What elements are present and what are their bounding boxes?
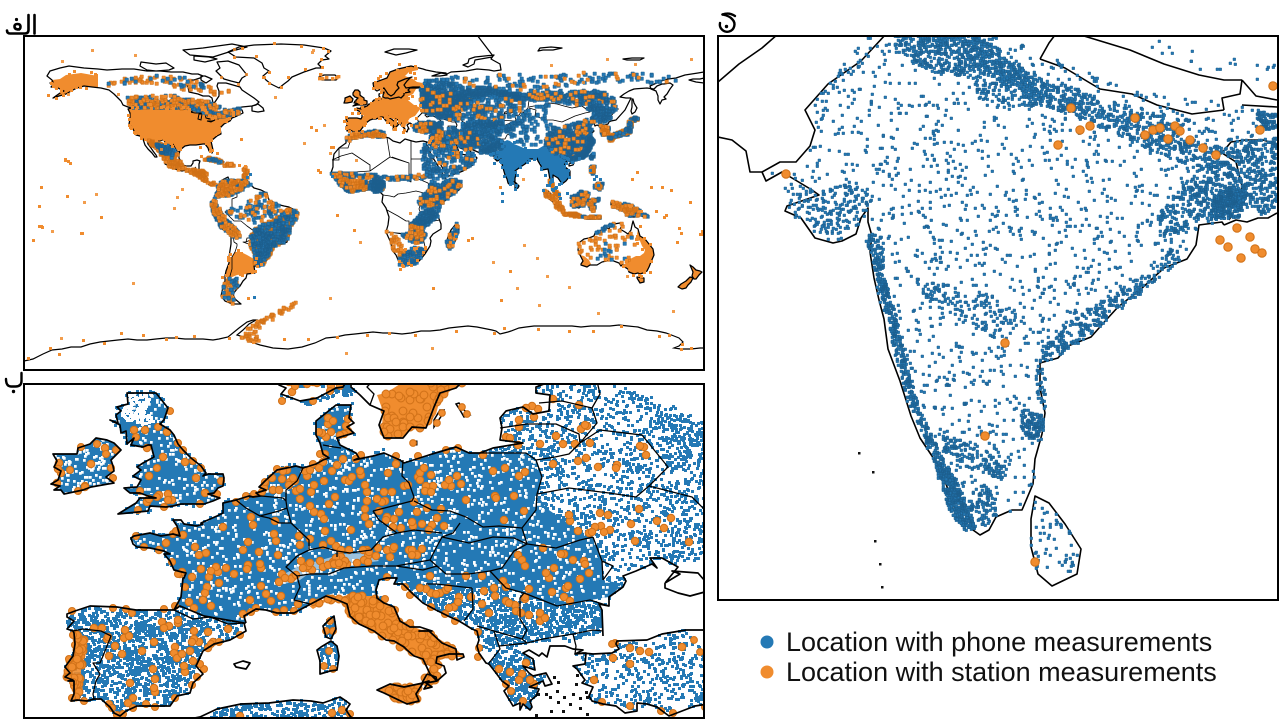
svg-text:Location with phone measuremen: Location with phone measurements	[786, 627, 1212, 657]
svg-text:Location with station measurem: Location with station measurements	[786, 657, 1217, 687]
